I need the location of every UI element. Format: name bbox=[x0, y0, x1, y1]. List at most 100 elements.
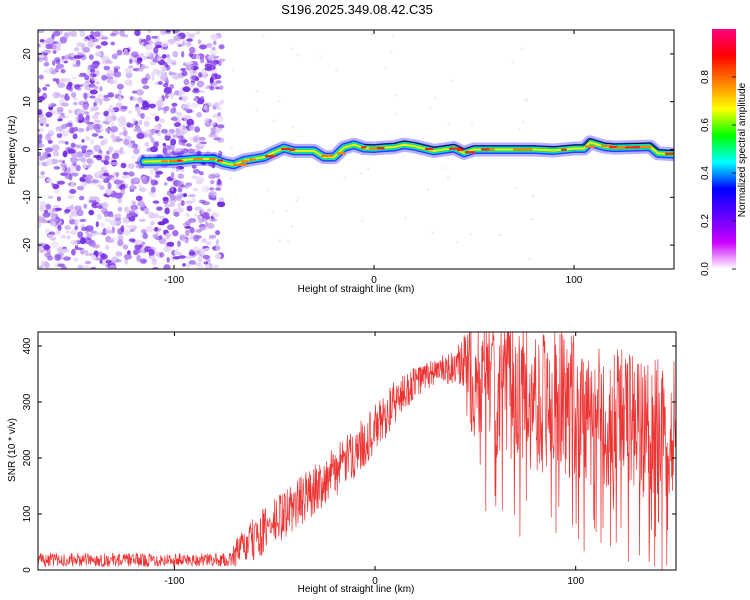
noise-blob bbox=[111, 152, 120, 159]
noise-blob bbox=[86, 149, 93, 153]
noise-blob bbox=[92, 123, 101, 131]
noise-blob bbox=[180, 169, 185, 173]
noise-blob bbox=[64, 141, 69, 145]
noise-blob bbox=[123, 138, 130, 146]
noise-blob bbox=[38, 216, 46, 223]
noise-blob bbox=[105, 127, 111, 133]
noise-blob bbox=[119, 30, 125, 37]
noise-blob bbox=[128, 65, 133, 69]
noise-blob bbox=[157, 80, 163, 86]
noise-blob bbox=[96, 155, 103, 161]
noise-blob bbox=[63, 132, 69, 137]
noise-blob bbox=[158, 215, 166, 219]
colorbar-gradient bbox=[712, 29, 736, 269]
noise-blob bbox=[123, 34, 129, 38]
noise-blob bbox=[189, 136, 194, 142]
noise-blob bbox=[176, 207, 185, 213]
noise-blob bbox=[121, 119, 127, 127]
noise-blob bbox=[149, 192, 157, 198]
noise-blob bbox=[198, 215, 203, 220]
noise-blob bbox=[174, 248, 179, 256]
noise-blob bbox=[128, 215, 136, 222]
noise-blob bbox=[99, 185, 105, 190]
noise-blob bbox=[105, 244, 110, 251]
noise-blob bbox=[43, 62, 50, 67]
snr-ticks: -100 0 100 0 100 200 300 400 bbox=[22, 332, 676, 587]
noise-blob bbox=[171, 166, 176, 170]
noise-blob bbox=[89, 89, 98, 95]
noise-blob bbox=[191, 175, 199, 180]
noise-blob bbox=[209, 218, 218, 222]
noise-blob bbox=[57, 115, 66, 119]
noise-blob bbox=[447, 122, 451, 125]
x-tick-label: 100 bbox=[567, 576, 584, 587]
noise-blob bbox=[45, 203, 52, 210]
noise-blob bbox=[109, 161, 119, 166]
noise-blob bbox=[54, 253, 61, 261]
noise-blob bbox=[514, 186, 518, 189]
noise-blob bbox=[53, 166, 61, 170]
noise-blob bbox=[456, 240, 459, 244]
noise-blob bbox=[134, 239, 143, 245]
noise-blob bbox=[53, 188, 61, 194]
noise-blob bbox=[52, 109, 57, 115]
noise-blob bbox=[154, 174, 160, 178]
noise-blob bbox=[189, 46, 196, 54]
noise-blob bbox=[177, 114, 182, 121]
noise-blob bbox=[151, 71, 156, 77]
noise-blob bbox=[173, 122, 182, 128]
noise-blob bbox=[162, 196, 169, 201]
noise-blob bbox=[114, 77, 118, 85]
noise-blob bbox=[205, 258, 211, 263]
snr-frame bbox=[37, 331, 677, 571]
noise-blob bbox=[110, 214, 115, 219]
noise-blob bbox=[392, 35, 395, 38]
noise-blob bbox=[196, 176, 205, 184]
noise-blob bbox=[205, 264, 211, 269]
noise-blob bbox=[135, 161, 140, 165]
noise-blob bbox=[91, 179, 99, 184]
noise-blob bbox=[38, 108, 43, 116]
noise-blob bbox=[72, 162, 77, 167]
noise-blob bbox=[103, 160, 110, 166]
noise-blob bbox=[76, 51, 84, 56]
noise-blob bbox=[40, 260, 45, 267]
noise-blob bbox=[109, 78, 115, 85]
noise-blob bbox=[103, 178, 110, 184]
noise-blob bbox=[38, 151, 42, 157]
noise-blob bbox=[77, 157, 86, 162]
noise-blob bbox=[186, 118, 195, 126]
noise-blob bbox=[91, 133, 98, 137]
noise-blob bbox=[129, 185, 137, 191]
y-tick-label: 400 bbox=[22, 337, 33, 354]
noise-blob bbox=[95, 81, 100, 85]
noise-blob bbox=[177, 186, 183, 193]
noise-blob bbox=[124, 206, 130, 213]
noise-blob bbox=[151, 213, 160, 219]
noise-blob bbox=[91, 63, 99, 69]
noise-blob bbox=[47, 153, 52, 158]
noise-blob bbox=[204, 63, 212, 68]
noise-blob bbox=[136, 132, 145, 140]
noise-blob bbox=[146, 225, 153, 233]
noise-blob bbox=[85, 136, 90, 141]
noise-blob bbox=[152, 200, 160, 204]
y-tick-label: -10 bbox=[22, 190, 33, 205]
noise-blob bbox=[218, 58, 226, 62]
noise-blob bbox=[291, 47, 294, 50]
noise-blob bbox=[286, 240, 290, 243]
noise-blob bbox=[194, 126, 201, 133]
noise-blob bbox=[67, 148, 76, 154]
noise-blob bbox=[94, 232, 103, 236]
noise-blob bbox=[157, 57, 161, 62]
noise-blob bbox=[51, 221, 56, 226]
noise-blob bbox=[390, 51, 393, 54]
noise-blob bbox=[175, 128, 181, 136]
noise-blob bbox=[271, 210, 274, 213]
noise-blob bbox=[297, 196, 300, 199]
noise-blob bbox=[178, 138, 185, 146]
noise-blob bbox=[197, 264, 204, 269]
noise-blob bbox=[48, 103, 53, 108]
noise-blob bbox=[93, 144, 101, 152]
noise-blob bbox=[162, 143, 167, 147]
